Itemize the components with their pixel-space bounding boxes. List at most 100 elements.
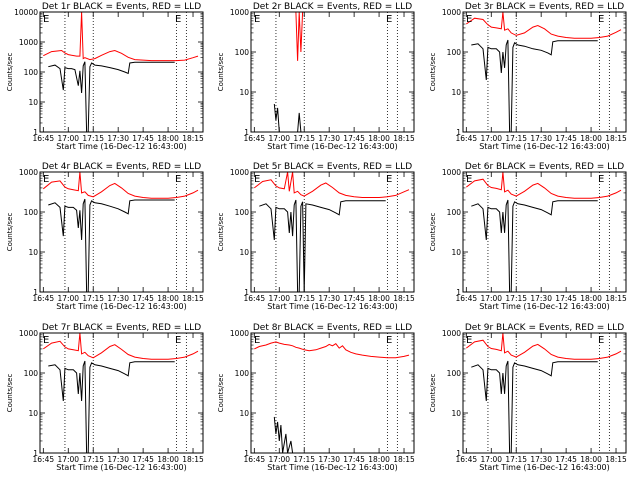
x-tick-label: 16:45 <box>244 455 266 464</box>
annotation-e: E <box>466 335 472 346</box>
x-tick-label: 17:30 <box>318 294 340 303</box>
y-tick-label: 1 <box>33 288 38 297</box>
annotation-e: E <box>598 14 604 25</box>
y-tick-label: 1000 <box>19 38 38 47</box>
lld-series-line <box>253 171 410 198</box>
annotation-e: E <box>598 335 604 346</box>
x-tick-label: 18:15 <box>393 134 415 143</box>
x-tick-label: 17:15 <box>505 294 527 303</box>
y-tick-label: 100 <box>235 48 250 57</box>
x-tick-label: 18:15 <box>605 134 627 143</box>
y-tick-label: 10000 <box>14 8 38 17</box>
x-tick-label: 16:45 <box>33 455 55 464</box>
x-tick-label: 18:15 <box>393 455 415 464</box>
y-tick-label: 1 <box>33 449 38 458</box>
x-tick-label: 18:15 <box>605 294 627 303</box>
y-tick-label: 10 <box>239 409 249 418</box>
x-tick-label: 16:45 <box>33 294 55 303</box>
events-series-line <box>273 416 294 454</box>
plot-frame <box>250 332 415 454</box>
annotation-e: E <box>254 174 260 185</box>
chart-panel-4: Det 4r BLACK = Events, RED = LLD Counts/s… <box>6 162 204 311</box>
x-tick-label: 17:00 <box>268 455 290 464</box>
x-tick-label: 18:00 <box>368 455 390 464</box>
x-tick-label: 17:15 <box>82 134 104 143</box>
x-tick-label: 18:00 <box>368 294 390 303</box>
x-tick-label: 17:45 <box>555 294 577 303</box>
x-tick-label: 17:00 <box>480 294 502 303</box>
x-axis-label: Start Time (16-Dec-12 16:43:00) <box>479 302 610 311</box>
x-tick-label: 16:45 <box>33 134 55 143</box>
lld-series-line <box>43 11 199 62</box>
annotation-e: E <box>43 174 49 185</box>
x-tick-label: 16:45 <box>244 294 266 303</box>
annotation-e: E <box>598 174 604 185</box>
x-tick-label: 17:30 <box>107 294 129 303</box>
x-tick-label: 17:30 <box>530 134 552 143</box>
y-tick-label: 1 <box>244 288 249 297</box>
chart-title: Det 6r BLACK = Events, RED = LLD <box>465 162 624 172</box>
y-axis-label: Counts/sec <box>429 374 437 413</box>
y-tick-label: 10 <box>451 409 461 418</box>
y-tick-label: 10 <box>451 88 461 97</box>
chart-title: Det 9r BLACK = Events, RED = LLD <box>465 323 624 333</box>
plot-frame <box>462 171 627 293</box>
x-axis-label: Start Time (16-Dec-12 16:43:00) <box>56 142 187 151</box>
x-tick-label: 18:15 <box>393 294 415 303</box>
x-tick-label: 17:00 <box>480 134 502 143</box>
x-tick-label: 17:00 <box>57 294 79 303</box>
chart-title: Det 3r BLACK = Events, RED = LLD <box>465 2 624 12</box>
plot-frame <box>39 332 204 454</box>
x-tick-label: 17:30 <box>530 294 552 303</box>
x-tick-label: 18:00 <box>368 134 390 143</box>
plot-frame <box>462 332 627 454</box>
y-axis-label: Counts/sec <box>6 213 14 252</box>
x-tick-label: 17:45 <box>343 134 365 143</box>
y-tick-label: 1000 <box>442 168 461 177</box>
y-tick-label: 1 <box>33 128 38 137</box>
chart-panel-9: Det 9r BLACK = Events, RED = LLD Counts/s… <box>429 323 627 472</box>
y-tick-label: 1 <box>244 449 249 458</box>
y-axis-label: Counts/sec <box>217 374 225 413</box>
y-tick-label: 1 <box>456 128 461 137</box>
lld-series-line <box>466 11 622 39</box>
events-series-line <box>273 103 302 133</box>
y-tick-label: 1000 <box>230 8 249 17</box>
y-tick-label: 10 <box>28 248 38 257</box>
x-axis-label: Start Time (16-Dec-12 16:43:00) <box>56 463 187 472</box>
annotation-e: E <box>175 174 181 185</box>
y-axis-label: Counts/sec <box>6 53 14 92</box>
x-tick-label: 18:15 <box>605 455 627 464</box>
x-tick-label: 18:00 <box>580 455 602 464</box>
y-tick-label: 1000 <box>230 168 249 177</box>
y-tick-label: 100 <box>24 369 39 378</box>
chart-panel-2: Det 2r BLACK = Events, RED = LLD Counts/s… <box>217 2 415 151</box>
annotation-e: E <box>386 174 392 185</box>
lld-series-line <box>295 11 304 61</box>
x-tick-label: 17:00 <box>268 134 290 143</box>
y-tick-label: 1 <box>456 449 461 458</box>
chart-title: Det 8r BLACK = Events, RED = LLD <box>253 323 412 333</box>
x-tick-label: 17:00 <box>480 455 502 464</box>
y-axis-label: Counts/sec <box>429 213 437 252</box>
plot-frame <box>250 11 415 133</box>
annotation-e: E <box>466 14 472 25</box>
y-tick-label: 1000 <box>230 329 249 338</box>
x-tick-label: 17:15 <box>293 294 315 303</box>
events-series-line <box>471 360 598 454</box>
chart-title: Det 2r BLACK = Events, RED = LLD <box>253 2 412 12</box>
x-tick-label: 16:45 <box>456 294 478 303</box>
chart-title: Det 7r BLACK = Events, RED = LLD <box>42 323 201 333</box>
annotation-e: E <box>254 335 260 346</box>
events-series-line <box>48 198 175 293</box>
events-series-line <box>48 360 175 454</box>
x-axis-label: Start Time (16-Dec-12 16:43:00) <box>479 142 610 151</box>
lld-series-line <box>466 332 622 360</box>
x-tick-label: 16:45 <box>456 134 478 143</box>
y-tick-label: 100 <box>447 48 462 57</box>
x-tick-label: 17:00 <box>57 455 79 464</box>
y-axis-label: Counts/sec <box>429 53 437 92</box>
events-series-line <box>471 199 598 293</box>
plot-frame <box>462 11 627 133</box>
